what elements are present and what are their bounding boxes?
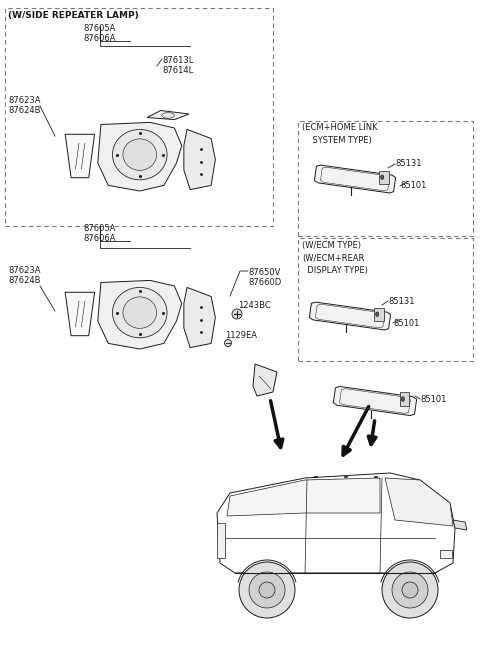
Text: 1129EA: 1129EA [225, 331, 257, 340]
Polygon shape [310, 302, 391, 330]
Polygon shape [147, 110, 189, 119]
Ellipse shape [375, 312, 379, 316]
Bar [374, 308, 384, 321]
Polygon shape [453, 520, 467, 530]
Circle shape [239, 562, 295, 618]
Circle shape [259, 582, 275, 598]
Text: 85131: 85131 [388, 297, 415, 306]
Bar [217, 523, 225, 558]
Circle shape [392, 572, 428, 608]
Text: 85101: 85101 [400, 182, 426, 190]
Ellipse shape [401, 397, 405, 401]
Ellipse shape [381, 175, 384, 180]
Text: (W/ECM TYPE)
(W/ECM+REAR
  DISPLAY TYPE): (W/ECM TYPE) (W/ECM+REAR DISPLAY TYPE) [302, 241, 368, 275]
Text: 87605A: 87605A [84, 24, 116, 33]
Circle shape [402, 582, 418, 598]
Circle shape [382, 562, 438, 618]
Text: 87623A: 87623A [8, 266, 40, 275]
Text: 87614L: 87614L [162, 66, 193, 75]
Text: 85101: 85101 [393, 319, 420, 327]
Ellipse shape [123, 297, 156, 329]
Polygon shape [385, 478, 453, 526]
Text: (ECM+HOME LINK
    SYSTEM TYPE): (ECM+HOME LINK SYSTEM TYPE) [302, 123, 378, 144]
Polygon shape [333, 386, 417, 415]
Circle shape [225, 340, 231, 346]
Text: 85101: 85101 [420, 394, 446, 403]
Polygon shape [184, 287, 216, 348]
Bar [379, 171, 389, 184]
Polygon shape [98, 280, 182, 349]
Text: (W/SIDE REPEATER LAMP): (W/SIDE REPEATER LAMP) [8, 11, 139, 20]
Ellipse shape [112, 129, 167, 180]
Bar [298, 238, 473, 361]
Bar [298, 121, 473, 236]
Text: 85131: 85131 [395, 159, 421, 169]
Text: 87624B: 87624B [8, 276, 40, 285]
Bar [399, 392, 409, 406]
Text: 87624B: 87624B [8, 106, 40, 115]
Polygon shape [314, 165, 396, 193]
Ellipse shape [162, 113, 174, 118]
Circle shape [232, 309, 242, 319]
Polygon shape [227, 478, 380, 516]
Ellipse shape [112, 287, 167, 338]
Text: 1243BC: 1243BC [238, 301, 271, 310]
Text: 87660D: 87660D [248, 278, 281, 287]
Text: 87623A: 87623A [8, 96, 40, 105]
Text: 87605A: 87605A [84, 224, 116, 233]
Text: 87650V: 87650V [248, 268, 280, 277]
Text: 87613L: 87613L [162, 56, 193, 65]
Polygon shape [253, 364, 277, 396]
Bar [5, 8, 273, 226]
Polygon shape [65, 293, 95, 336]
Text: 87606A: 87606A [84, 34, 116, 43]
Polygon shape [184, 129, 216, 190]
Polygon shape [98, 123, 182, 191]
Ellipse shape [123, 139, 156, 171]
Circle shape [249, 572, 285, 608]
Text: 87606A: 87606A [84, 234, 116, 243]
Bar [440, 550, 452, 558]
Polygon shape [65, 134, 95, 178]
Polygon shape [217, 473, 455, 573]
